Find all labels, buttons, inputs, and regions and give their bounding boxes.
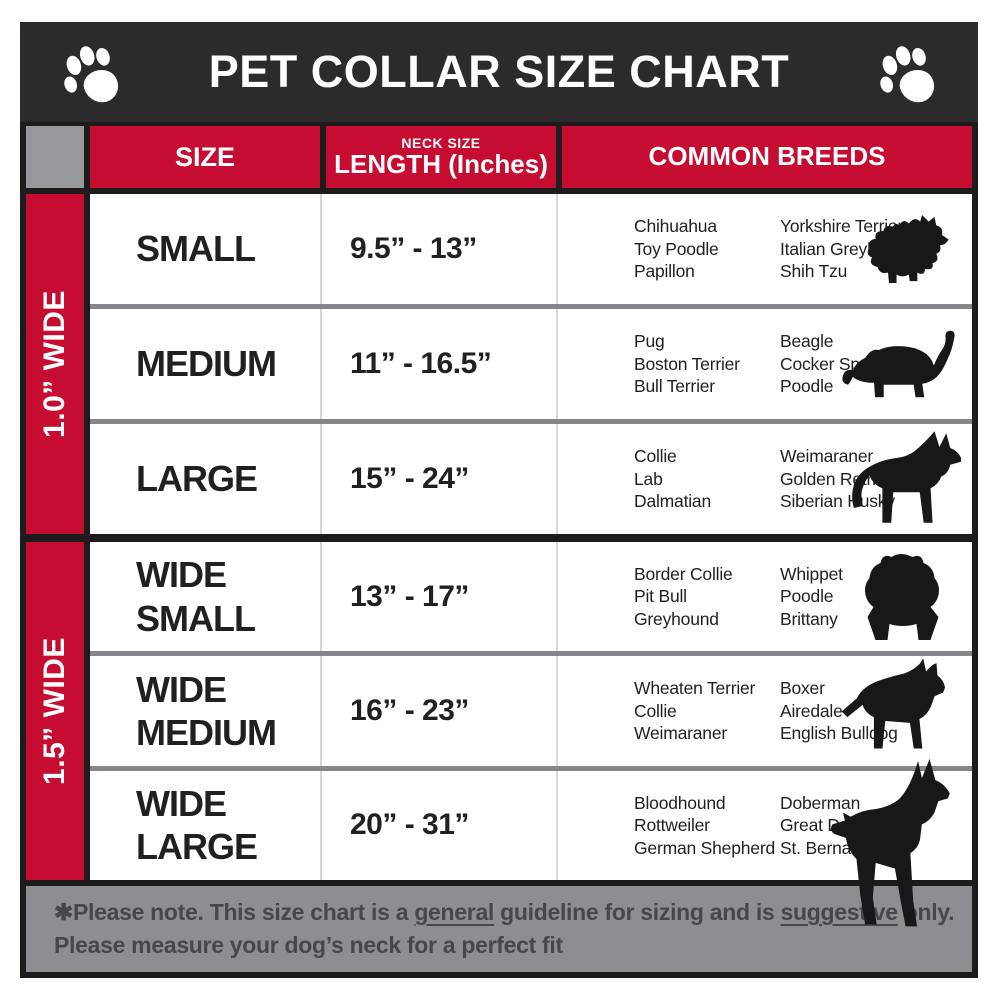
group-rows: WIDE SMALL 13” - 17” Border Collie Pit B… <box>90 542 972 926</box>
title-bar: PET COLLAR SIZE CHART <box>20 22 978 122</box>
paw-print-icon <box>868 38 950 113</box>
pomeranian-dog-silhouette-icon <box>854 206 958 292</box>
table-row-wide-large: WIDE LARGE 20” - 31” Bloodhound Rottweil… <box>90 758 972 926</box>
header-corner-spacer <box>26 126 84 188</box>
chart-frame: PET COLLAR SIZE CHART SIZE NECK SIZE LEN… <box>20 22 978 978</box>
footer-note-line1: ✱Please note. This size chart is a gener… <box>54 896 972 929</box>
breed-list: Wheaten Terrier Collie Weimaraner <box>634 678 756 744</box>
column-header-common-breeds: COMMON BREEDS <box>562 126 972 188</box>
breed-list: Yorkshire Terrier Italian Greyhound Shih… <box>780 216 915 282</box>
column-header-neck-size-sub: NECK SIZE <box>401 135 481 151</box>
table-row-wide-medium: WIDE MEDIUM 16” - 23” Wheaten Terrier Co… <box>90 651 972 766</box>
size-cell: WIDE LARGE <box>136 783 258 868</box>
column-header-length-main: LENGTH (Inches) <box>334 148 548 179</box>
neck-range-cell: 15” - 24” <box>320 424 556 534</box>
table-row-large: LARGE 15” - 24” Collie Lab Dalmatian Wei… <box>90 419 972 534</box>
beagle-dog-silhouette-icon <box>840 323 966 405</box>
neck-range-cell: 13” - 17” <box>320 542 556 652</box>
width-group-1-5-inch: 1.5” WIDE WIDE SMALL 13” - 17” Border Co… <box>26 542 972 926</box>
footer-underlined-word: suggestive <box>780 898 898 925</box>
neck-range-cell: 11” - 16.5” <box>320 309 556 419</box>
chart-title: PET COLLAR SIZE CHART <box>208 46 790 97</box>
shepherd-dog-silhouette-icon <box>846 427 964 531</box>
size-cell: SMALL <box>136 228 256 270</box>
breed-list: Whippet Poodle Brittany <box>780 564 843 629</box>
width-group-1-inch: 1.0” WIDE SMALL 9.5” - 13” Chihuahua Toy… <box>26 194 972 534</box>
breeds-cell: Chihuahua Toy Poodle Papillon Yorkshire … <box>556 194 972 304</box>
column-header-size: SIZE <box>90 126 320 188</box>
size-cell: WIDE MEDIUM <box>136 668 277 753</box>
neck-range-cell: 9.5” - 13” <box>320 194 556 304</box>
footer-text: ✱Please note. This size chart is a <box>54 898 415 925</box>
paw-print-icon <box>52 38 134 113</box>
doberman-dog-silhouette-icon <box>818 757 970 935</box>
breeds-cell: Border Collie Pit Bull Greyhound Whippet… <box>556 542 972 652</box>
pitbull-dog-silhouette-icon <box>836 648 964 774</box>
breeds-cell: Wheaten Terrier Collie Weimaraner Boxer … <box>556 656 972 766</box>
footer-note-bar: ✱Please note. This size chart is a gener… <box>26 886 972 972</box>
footer-text: guideline for sizing and is <box>494 898 781 925</box>
neck-range-cell: 16” - 23” <box>320 656 556 766</box>
table-row-small: SMALL 9.5” - 13” Chihuahua Toy Poodle Pa… <box>90 194 972 304</box>
breeds-cell: Collie Lab Dalmatian Weimaraner Golden R… <box>556 424 972 534</box>
breed-list: Collie Lab Dalmatian <box>634 446 711 512</box>
size-cell: WIDE SMALL <box>136 554 256 639</box>
breed-list: Pug Boston Terrier Bull Terrier <box>634 331 740 397</box>
table-row-wide-small: WIDE SMALL 13” - 17” Border Collie Pit B… <box>90 542 972 652</box>
collar-width-label: 1.5” WIDE <box>38 637 71 785</box>
footer-note-line2: Please measure your dog’s neck for a per… <box>54 932 563 958</box>
size-cell: MEDIUM <box>136 343 277 385</box>
footer-underlined-word: general <box>414 898 495 925</box>
size-cell: LARGE <box>136 458 258 500</box>
table-row-medium: MEDIUM 11” - 16.5” Pug Boston Terrier Bu… <box>90 304 972 419</box>
breed-list: Chihuahua Toy Poodle Papillon <box>634 216 719 282</box>
bulldog-dog-silhouette-icon <box>854 547 950 647</box>
breed-list: Border Collie Pit Bull Greyhound <box>634 564 733 629</box>
neck-range-cell: 20” - 31” <box>320 770 556 880</box>
column-header-neck-length: NECK SIZE LENGTH (Inches) <box>326 126 556 188</box>
breed-list: Bloodhound Rottweiler German Shepherd <box>634 792 775 858</box>
group-rows: SMALL 9.5” - 13” Chihuahua Toy Poodle Pa… <box>90 194 972 534</box>
collar-width-sidebar: 1.5” WIDE <box>26 542 84 880</box>
breeds-cell: Bloodhound Rottweiler German Shepherd Do… <box>556 758 972 926</box>
breeds-cell: Pug Boston Terrier Bull Terrier Beagle C… <box>556 309 972 419</box>
collar-width-sidebar: 1.0” WIDE <box>26 194 84 534</box>
collar-width-label: 1.0” WIDE <box>38 290 71 438</box>
